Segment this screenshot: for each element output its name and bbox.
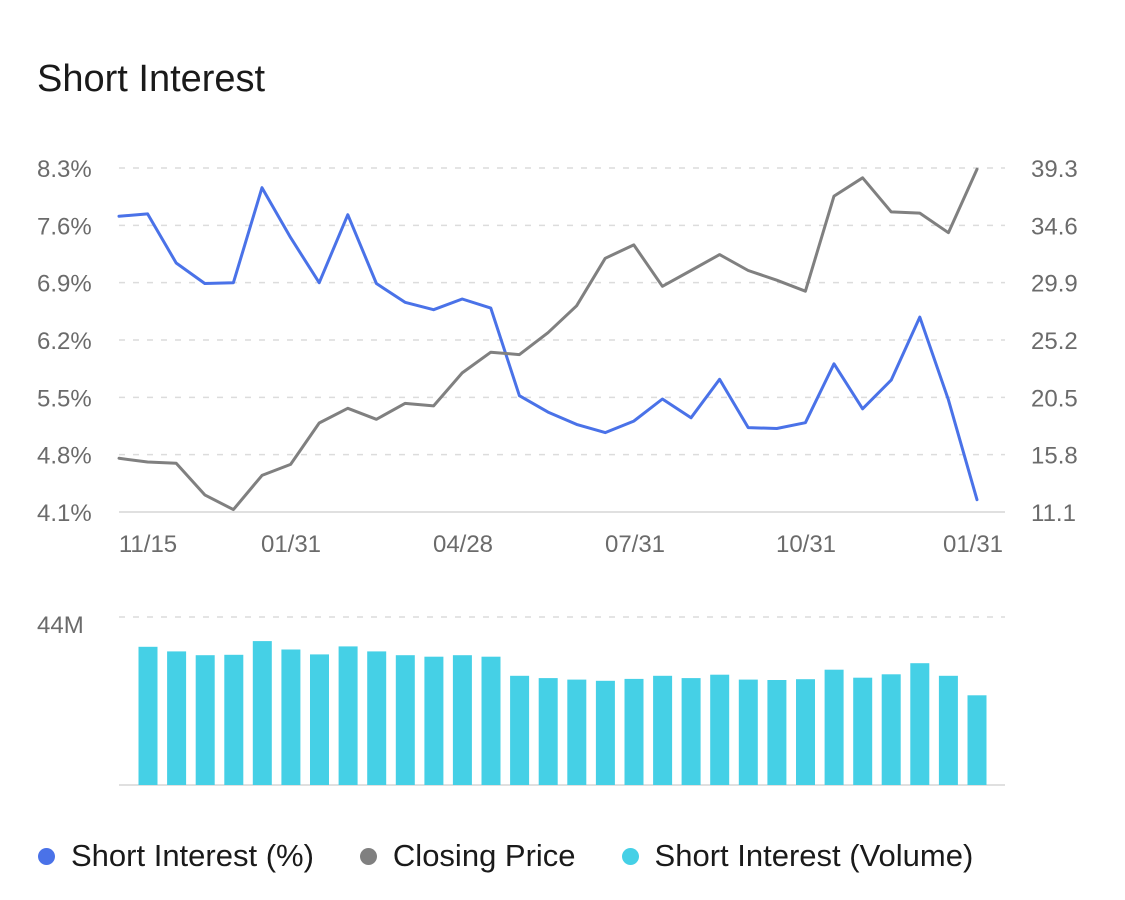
left-tick-label: 7.6% bbox=[37, 213, 92, 240]
volume-bar bbox=[367, 651, 387, 785]
volume-bar bbox=[681, 678, 701, 785]
volume-bar bbox=[424, 656, 444, 785]
legend-item-short-interest-pct[interactable]: Short Interest (%) bbox=[38, 838, 314, 874]
legend-label: Closing Price bbox=[392, 838, 576, 873]
volume-bar bbox=[224, 654, 244, 785]
volume-bar bbox=[595, 680, 615, 785]
right-tick-label: 15.8 bbox=[1031, 443, 1078, 470]
legend-dot-short-interest-pct bbox=[38, 847, 55, 865]
volume-bar bbox=[653, 675, 673, 785]
x-tick-label: 10/31 bbox=[776, 531, 836, 558]
volume-bar bbox=[510, 675, 530, 785]
legend-label: Short Interest (%) bbox=[71, 838, 314, 873]
volume-bar bbox=[281, 649, 301, 785]
short-interest-chart: 8.3% 7.6% 6.9% 6.2% 5.5% 4.8% 4.1% 39.3 34.6 29.… bbox=[37, 156, 1078, 786]
x-axis-ticks: 11/15 01/31 04/28 07/31 10/31 01/31 bbox=[119, 531, 1003, 558]
volume-bar bbox=[796, 679, 815, 785]
volume-bar bbox=[853, 677, 873, 785]
volume-bar bbox=[452, 655, 472, 785]
volume-bar bbox=[167, 651, 187, 785]
legend-item-short-interest-volume[interactable]: Short Interest (Volume) bbox=[621, 838, 974, 874]
volume-bar bbox=[738, 679, 758, 785]
volume-bar bbox=[567, 679, 587, 785]
short-interest-pct-line bbox=[117, 186, 979, 502]
left-axis-ticks: 8.3% 7.6% 6.9% 6.2% 5.5% 4.8% 4.1% bbox=[37, 156, 92, 527]
right-tick-label: 11.1 bbox=[1031, 500, 1076, 527]
volume-bar bbox=[767, 680, 787, 785]
left-tick-label: 4.8% bbox=[37, 443, 92, 470]
volume-bar bbox=[938, 675, 958, 785]
closing-price-line bbox=[117, 167, 979, 512]
volume-bar bbox=[195, 655, 215, 785]
volume-bar bbox=[138, 646, 158, 785]
left-tick-label: 8.3% bbox=[37, 156, 92, 183]
x-tick-label: 11/15 bbox=[119, 531, 177, 558]
volume-bar bbox=[881, 674, 901, 785]
volume-bar bbox=[395, 655, 415, 785]
left-tick-label: 6.2% bbox=[37, 328, 92, 355]
bar-axis-ticks: 44M bbox=[37, 612, 84, 639]
legend-dot-short-interest-volume bbox=[621, 847, 639, 865]
right-tick-label: 29.9 bbox=[1031, 271, 1078, 298]
volume-bar bbox=[252, 641, 272, 785]
x-tick-label: 01/31 bbox=[943, 531, 1003, 558]
volume-bar bbox=[481, 656, 501, 785]
volume-bars bbox=[138, 641, 987, 785]
line-chart-gridlines bbox=[119, 167, 1005, 513]
bar-tick-label: 44M bbox=[37, 612, 84, 639]
right-tick-label: 34.6 bbox=[1031, 213, 1078, 240]
x-tick-label: 04/28 bbox=[433, 531, 493, 558]
left-tick-label: 5.5% bbox=[37, 385, 92, 412]
x-tick-label: 01/31 bbox=[261, 531, 321, 558]
chart-legend: Short Interest (%) Closing Price Short I… bbox=[38, 838, 973, 874]
line-series bbox=[117, 167, 979, 512]
volume-bar bbox=[310, 654, 329, 785]
right-axis-ticks: 39.3 34.6 29.9 25.2 20.5 15.8 11.1 bbox=[1031, 156, 1078, 527]
volume-bar bbox=[967, 695, 987, 785]
volume-bar bbox=[624, 678, 644, 785]
right-tick-label: 20.5 bbox=[1031, 385, 1078, 412]
legend-label: Short Interest (Volume) bbox=[654, 838, 974, 873]
right-tick-label: 25.2 bbox=[1031, 328, 1078, 355]
left-tick-label: 4.1% bbox=[37, 500, 92, 527]
legend-item-closing-price[interactable]: Closing Price bbox=[359, 838, 576, 874]
volume-bar bbox=[824, 669, 844, 785]
left-tick-label: 6.9% bbox=[37, 271, 92, 298]
volume-bar bbox=[538, 678, 558, 785]
volume-bar bbox=[338, 646, 358, 785]
volume-bar bbox=[710, 674, 730, 785]
chart-title: Short Interest bbox=[37, 58, 266, 100]
right-tick-label: 39.3 bbox=[1031, 156, 1078, 183]
x-tick-label: 07/31 bbox=[605, 531, 665, 558]
legend-dot-closing-price bbox=[359, 847, 377, 865]
volume-bar bbox=[910, 663, 930, 785]
